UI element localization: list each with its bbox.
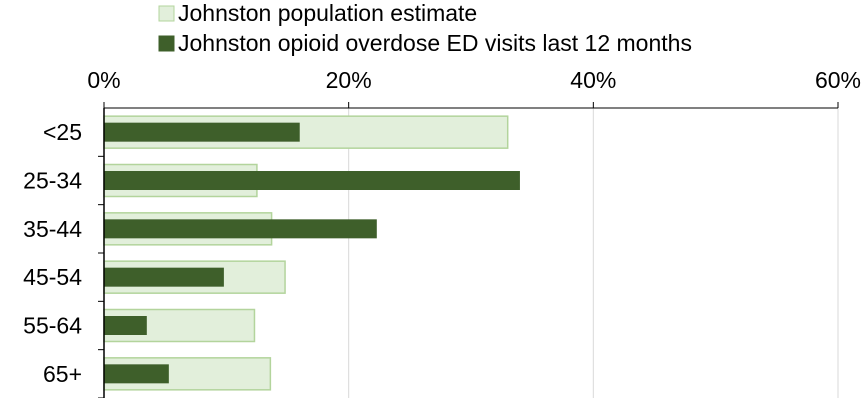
x-tick-label: 0% — [87, 67, 120, 93]
x-tick-label: 60% — [815, 67, 861, 93]
gridlines — [348, 108, 839, 398]
y-tick-label: 55-64 — [23, 313, 82, 339]
bar-overdose-visits — [104, 316, 147, 335]
bar-overdose-visits — [104, 122, 300, 142]
legend-label-overdose-visits: Johnston opioid overdose ED visits last … — [178, 30, 692, 56]
legend-label-population: Johnston population estimate — [178, 0, 477, 26]
y-tick-label: <25 — [43, 119, 82, 145]
y-tick-label: 25-34 — [23, 168, 82, 194]
legend-swatch-population — [158, 5, 175, 22]
bar-overdose-visits — [104, 171, 520, 190]
y-tick-label: 35-44 — [23, 216, 82, 242]
legend-swatch-overdose-visits — [158, 35, 175, 52]
y-tick-label: 45-54 — [23, 264, 82, 290]
bar-overdose-visits — [104, 219, 377, 239]
x-tick-label: 20% — [326, 67, 372, 93]
bar-overdose-visits — [104, 267, 224, 287]
bar-overdose-visits — [104, 364, 169, 384]
y-tick-label: 65+ — [43, 361, 82, 387]
x-tick-label: 40% — [570, 67, 616, 93]
axes: 0% 20% 40% 60% <25 25-34 35-44 45-54 55-64 65+ — [23, 67, 861, 399]
legend: Johnston population estimate Johnston opi… — [158, 0, 692, 56]
bars — [103, 115, 520, 391]
